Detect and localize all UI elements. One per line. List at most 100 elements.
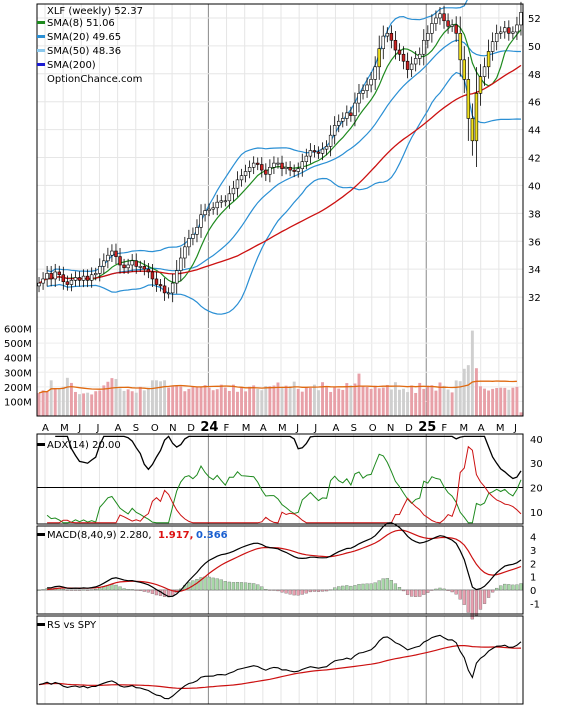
- candle-body: [85, 275, 90, 281]
- volume-bar: [61, 386, 65, 416]
- volume-bar: [296, 388, 300, 416]
- x-tick-label: 25: [418, 420, 436, 435]
- volume-average-line: [38, 380, 517, 394]
- macd-histogram-bar: [296, 589, 300, 596]
- volume-bar: [426, 385, 430, 416]
- macd-histogram-bar: [341, 585, 345, 591]
- macd-histogram-bar: [69, 589, 74, 591]
- volume-bar: [78, 394, 81, 416]
- x-tick-label: M: [496, 423, 505, 434]
- adx-tick-label: 20: [530, 484, 543, 495]
- candle-body: [320, 148, 325, 154]
- volume-bar: [94, 391, 98, 416]
- macd-histogram-bar: [381, 578, 385, 591]
- macd-histogram-bar: [81, 589, 86, 591]
- volume-bar: [389, 389, 393, 416]
- candle-body: [122, 264, 126, 269]
- volume-bar: [503, 387, 507, 416]
- volume-bar: [280, 386, 284, 416]
- candle-body: [470, 118, 475, 142]
- candle-body: [114, 250, 118, 257]
- candle-body: [454, 24, 458, 34]
- macd-tick-label: 3: [530, 546, 536, 557]
- macd-histogram-bar: [130, 589, 134, 591]
- candle-body: [264, 169, 268, 175]
- macd-histogram-bar: [114, 584, 118, 591]
- volume-bar: [369, 388, 373, 416]
- volume-bar: [398, 389, 401, 416]
- candle-body: [69, 280, 74, 285]
- volume-bar: [256, 388, 260, 416]
- volume-bar: [122, 390, 126, 416]
- candle-body: [175, 270, 179, 284]
- panel-frame: [36, 433, 524, 525]
- macd-histogram-bar: [329, 589, 333, 591]
- macd-histogram-bar: [195, 579, 199, 591]
- macd-histogram-bar: [312, 589, 317, 592]
- volume-bar: [57, 388, 61, 416]
- candle-body: [426, 33, 430, 41]
- volume-bar: [511, 387, 515, 416]
- volume-bar: [300, 391, 304, 416]
- legend-sma20: SMA(20) 49.65: [47, 32, 121, 43]
- volume-bar: [381, 387, 385, 416]
- macd-legend-swatch: [37, 533, 45, 536]
- macd-histogram-bar: [110, 584, 114, 591]
- candle-body: [353, 102, 357, 116]
- volume-bar: [377, 388, 381, 416]
- volume-bar: [126, 389, 130, 416]
- candle-body: [53, 271, 57, 280]
- candle-body: [203, 210, 207, 216]
- macd-histogram-bar: [519, 583, 523, 591]
- volume-bar: [422, 388, 426, 416]
- macd-histogram-bar: [442, 588, 446, 591]
- macd-histogram-bar: [150, 589, 155, 594]
- candle-body: [191, 233, 195, 239]
- candle-body: [272, 162, 276, 168]
- macd-histogram-bar: [231, 582, 236, 591]
- x-tick-label: J: [313, 423, 317, 434]
- candle-body: [409, 63, 414, 70]
- macd-histogram-bar: [337, 586, 341, 591]
- macd-histogram-bar: [414, 589, 418, 597]
- volume-bar: [466, 365, 470, 416]
- macd-histogram-bar: [401, 589, 406, 592]
- candle-body: [482, 66, 487, 77]
- adx-label: ADX(14) 20.00: [47, 440, 121, 451]
- volume-bar: [333, 387, 337, 416]
- price-panel: [37, 0, 523, 315]
- candle-body: [215, 201, 219, 209]
- candle-body: [243, 171, 248, 176]
- x-tick-label: N: [169, 423, 176, 434]
- macd-histogram-bar: [515, 584, 519, 591]
- volume-bar: [110, 378, 114, 416]
- volume-bar: [357, 373, 361, 416]
- candle-body: [77, 277, 82, 281]
- volume-bar: [410, 385, 414, 416]
- volume-bar: [146, 387, 150, 416]
- volume-bar: [53, 388, 57, 416]
- adx-tick-label: 40: [530, 435, 543, 446]
- symbol-title: XLF (weekly) 52.37: [47, 6, 143, 17]
- macd-histogram-bar: [470, 589, 474, 620]
- candle-body: [219, 200, 223, 203]
- panel-frame: [36, 615, 524, 705]
- volume-bar: [252, 385, 256, 416]
- macd-histogram-bar: [361, 583, 365, 591]
- volume-bar: [454, 380, 458, 416]
- volume-bar: [361, 386, 365, 416]
- macd-legend: MACD(8,40,9) 2.280, 1.917, 0.366: [37, 530, 228, 541]
- candle-body: [170, 282, 175, 294]
- candle-body: [158, 284, 163, 287]
- volume-bar: [215, 389, 219, 416]
- macd-tick-label: 2: [530, 559, 536, 570]
- candle-body: [37, 282, 41, 287]
- candle-body: [361, 90, 365, 94]
- macd-histogram-bar: [122, 588, 126, 591]
- candle-body: [179, 257, 183, 271]
- volume-bar: [171, 385, 175, 416]
- volume-tick-label: 200M: [4, 383, 32, 394]
- macd-histogram-bar: [41, 589, 45, 591]
- volume-bar: [183, 391, 187, 416]
- macd-histogram-bar: [333, 587, 337, 591]
